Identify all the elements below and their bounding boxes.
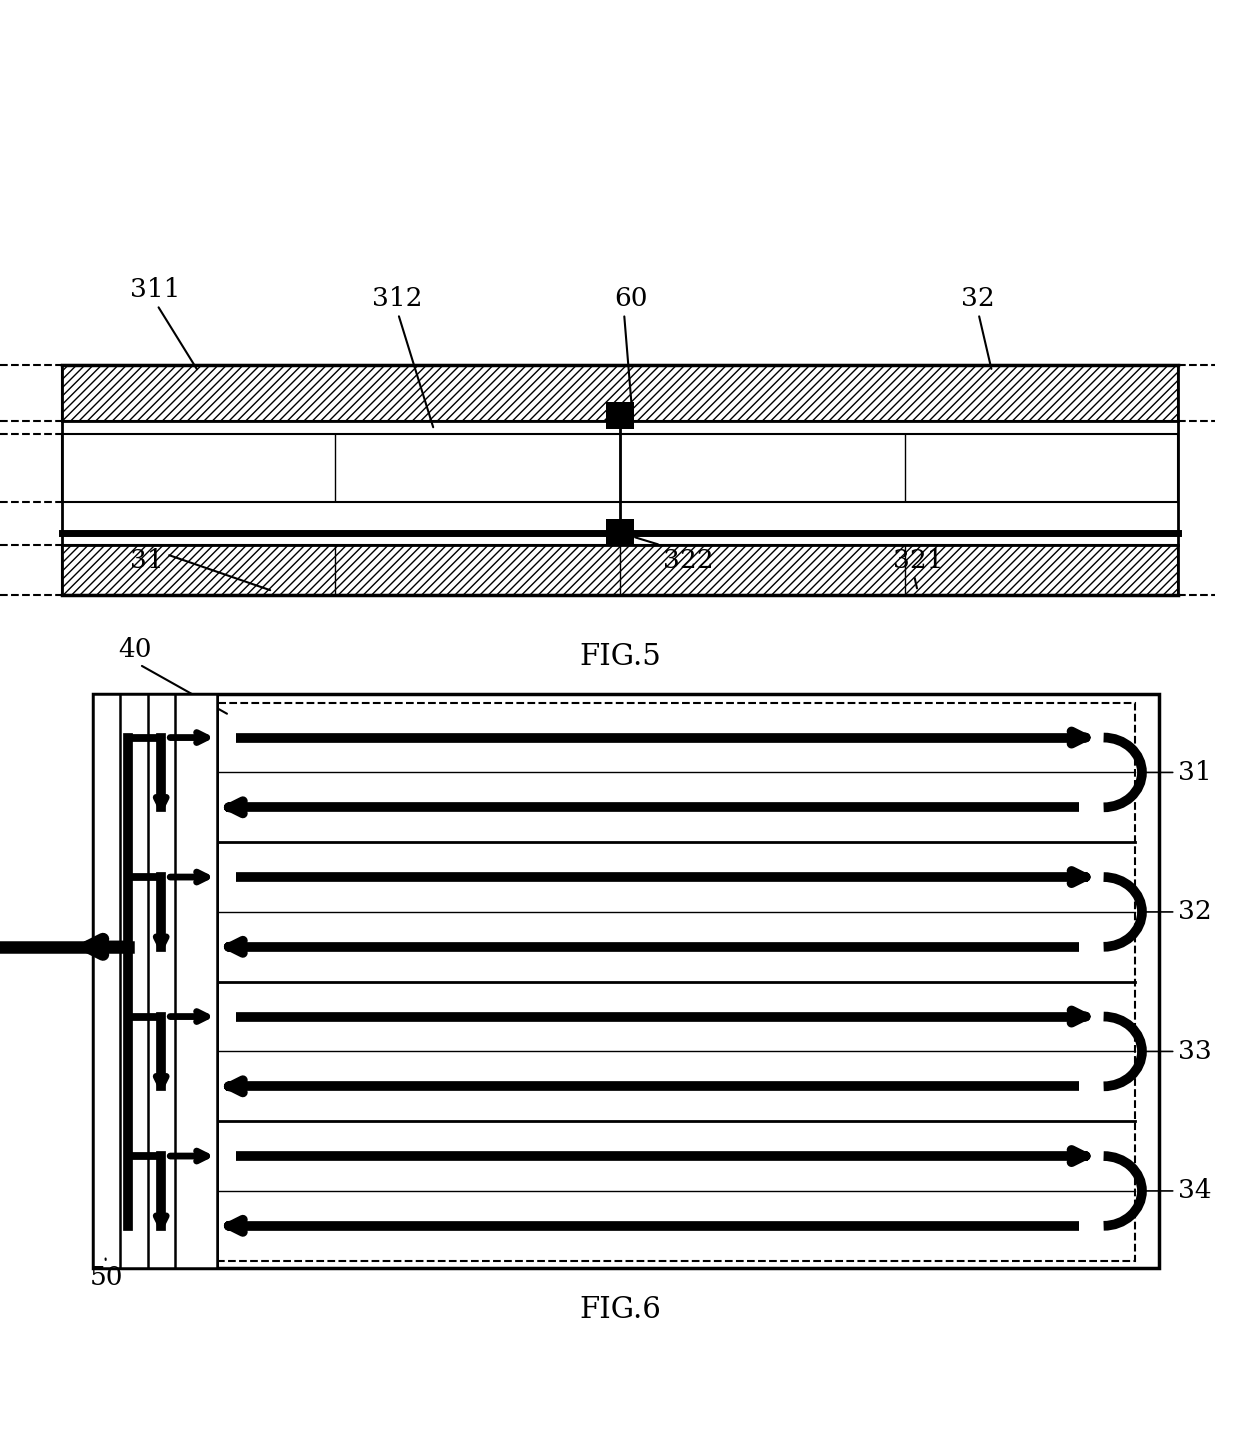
Text: 40: 40 — [118, 637, 227, 713]
Text: 50: 50 — [89, 1259, 123, 1290]
Bar — [606, 402, 634, 429]
Text: 312: 312 — [372, 286, 433, 428]
Text: 31: 31 — [1178, 760, 1211, 784]
Bar — [62, 365, 1178, 420]
Bar — [606, 519, 634, 547]
Bar — [62, 434, 1178, 502]
Text: 322: 322 — [635, 538, 714, 573]
Text: 321: 321 — [893, 548, 944, 589]
Bar — [175, 695, 217, 1269]
Bar — [148, 695, 217, 1269]
Text: 31: 31 — [130, 548, 270, 590]
Text: 33: 33 — [1178, 1040, 1211, 1064]
Text: 32: 32 — [961, 286, 994, 368]
Text: 32: 32 — [1178, 899, 1211, 925]
Text: 60: 60 — [614, 286, 647, 412]
Text: FIG.6: FIG.6 — [579, 1296, 661, 1324]
Bar — [62, 545, 1178, 594]
Text: 34: 34 — [1178, 1179, 1211, 1204]
Bar — [120, 695, 217, 1269]
Bar — [217, 703, 1135, 1260]
Text: FIG.5: FIG.5 — [579, 642, 661, 671]
Bar — [93, 695, 1159, 1269]
Text: 311: 311 — [130, 277, 197, 370]
Bar — [93, 695, 217, 1269]
